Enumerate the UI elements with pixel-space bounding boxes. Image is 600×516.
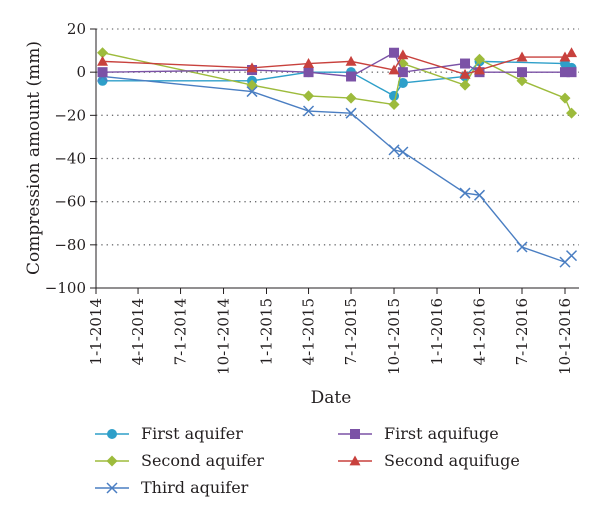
series-4 [97, 47, 578, 79]
legend-label: Second aquifuge [384, 451, 520, 470]
grid-lines [96, 28, 579, 246]
legend-item: Second aquifuge [338, 451, 520, 470]
x-tick-label: 7-1-2015 [342, 298, 360, 365]
data-point [516, 75, 528, 87]
data-point [388, 99, 400, 111]
legend-label: Second aquifer [141, 451, 264, 470]
x-axis-title: Date [311, 388, 352, 408]
x-tick-label: 10-1-2016 [556, 298, 574, 375]
data-point [459, 79, 471, 91]
data-point [566, 47, 578, 58]
data-point [246, 86, 258, 98]
data-point [246, 62, 258, 73]
data-point [97, 67, 108, 78]
data-point [303, 90, 315, 102]
data-point [388, 64, 400, 75]
series-line [102, 75, 573, 263]
x-tick-labels: 1-1-2014 4-1-2014 7-1-2014 10-1-2014 1-1-201… [87, 298, 574, 375]
data-point [346, 71, 357, 82]
legend-label: First aquifuge [384, 424, 499, 443]
data-point [397, 67, 408, 78]
data-point [517, 67, 528, 78]
data-point [516, 241, 528, 253]
y-tick-label: −100 [45, 279, 86, 297]
legend-item: Second aquifer [95, 451, 264, 470]
legend-marker [349, 455, 361, 466]
data-point [559, 51, 571, 62]
y-tick-label: −40 [54, 150, 86, 168]
data-point [389, 47, 400, 58]
data-point [345, 107, 357, 119]
series-2 [97, 70, 578, 268]
y-tick-labels: −100 −80 −60 −40 −20 0 20 [45, 20, 86, 297]
data-point [397, 49, 409, 60]
series-plot [97, 47, 578, 268]
legend-item: First aquifer [95, 424, 243, 443]
x-tick-label: 1-1-2014 [87, 298, 105, 365]
data-point [559, 67, 570, 78]
x-tick-label: 1-1-2016 [428, 298, 446, 365]
data-point [566, 107, 578, 119]
y-axis-title: Compression amount (mm) [24, 41, 44, 275]
data-point [566, 67, 577, 78]
y-tick-label: 0 [76, 63, 86, 81]
y-tick-label: −20 [54, 106, 86, 124]
data-point [388, 144, 400, 156]
legend-item: First aquifuge [338, 424, 499, 443]
data-point [303, 105, 315, 117]
x-tick-label: 7-1-2014 [172, 298, 190, 365]
legend-marker [106, 455, 118, 467]
x-tick-label: 1-1-2015 [257, 298, 275, 365]
data-point [397, 146, 409, 158]
data-point [459, 68, 471, 79]
data-point [473, 189, 486, 201]
y-tick-label: 20 [67, 20, 86, 38]
data-point [345, 55, 357, 66]
series-line [102, 60, 572, 97]
data-point [559, 92, 571, 104]
data-point [303, 58, 315, 68]
legend-label: First aquifer [141, 424, 243, 443]
legend: First aquifer Second aquifer Third aquifer… [95, 424, 520, 497]
legend-marker [350, 429, 360, 439]
x-tick-label: 7-1-2016 [513, 298, 531, 365]
data-point [97, 47, 109, 59]
x-tick-label: 10-1-2015 [385, 298, 403, 375]
data-point [459, 187, 471, 199]
legend-marker [106, 482, 118, 494]
series-3 [97, 47, 577, 82]
data-point [460, 58, 471, 69]
data-point [474, 53, 486, 65]
data-point [97, 55, 109, 66]
x-tick-label: 10-1-2014 [215, 298, 233, 375]
data-point [565, 250, 578, 262]
legend-label: Third aquifer [141, 478, 249, 497]
y-tick-label: −60 [54, 193, 86, 211]
x-tick-label: 4-1-2014 [129, 298, 147, 365]
data-point [397, 77, 408, 88]
data-point [303, 67, 314, 78]
data-point [516, 51, 528, 62]
data-point [345, 92, 357, 104]
data-point [474, 64, 486, 75]
x-tick-label: 4-1-2015 [300, 298, 318, 365]
legend-marker [107, 429, 117, 439]
axes [90, 28, 579, 294]
y-tick-label: −80 [54, 236, 86, 254]
x-tick-label: 4-1-2016 [471, 298, 489, 365]
legend-item: Third aquifer [95, 478, 249, 497]
